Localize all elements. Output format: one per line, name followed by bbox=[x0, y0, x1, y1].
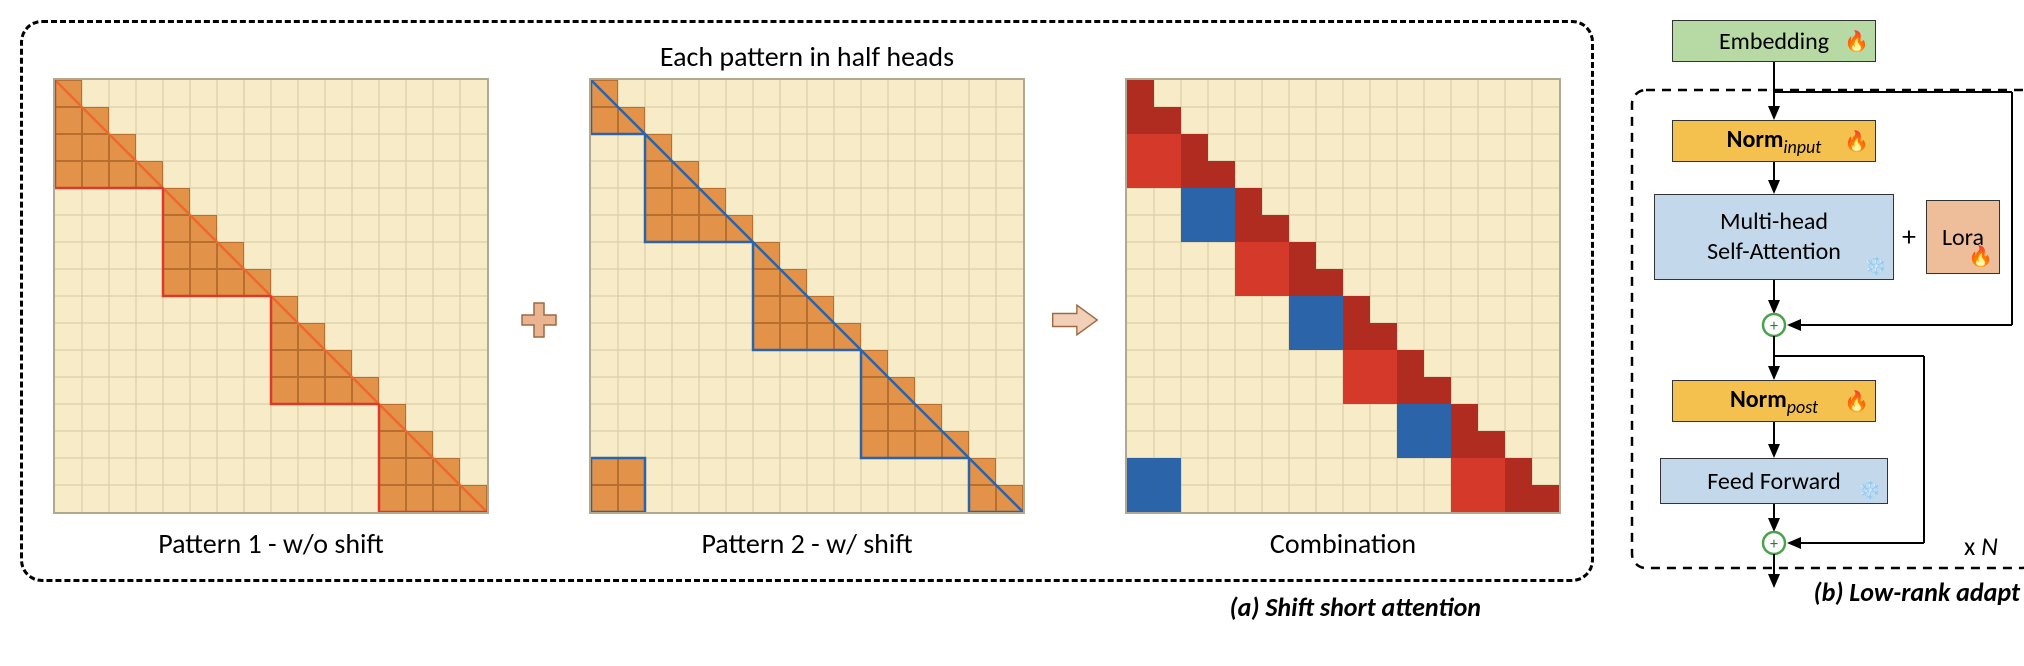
norm-post-block: Normpost 🔥 bbox=[1672, 380, 1876, 422]
fire-icon: 🔥 bbox=[1844, 29, 1869, 54]
embedding-block: Embedding 🔥 bbox=[1672, 20, 1876, 62]
combination-caption: Combination bbox=[1270, 526, 1416, 561]
norm-post-label: Norm bbox=[1730, 385, 1787, 414]
ff-block: Feed Forward ❄️ bbox=[1660, 458, 1888, 504]
embedding-label: Embedding bbox=[1719, 27, 1829, 56]
fire-icon: 🔥 bbox=[1844, 129, 1869, 154]
lora-plus-icon: + bbox=[1902, 219, 1916, 254]
norm-in-label: Norm bbox=[1727, 125, 1784, 154]
caption-b: (b) Low-rank adapt bbox=[1814, 576, 2021, 608]
combination-wrap: Combination bbox=[1125, 78, 1561, 561]
norm-input-block: Norminput 🔥 bbox=[1672, 120, 1876, 162]
arch-svg: + + + bbox=[1624, 20, 2024, 590]
svg-text:+: + bbox=[1770, 535, 1778, 554]
xn-label: x N bbox=[1964, 530, 1998, 562]
attention-block: Multi-head Self-Attention ❄️ bbox=[1654, 194, 1894, 280]
pattern1-caption: Pattern 1 - w/o shift bbox=[158, 526, 383, 561]
lora-block: Lora 🔥 bbox=[1926, 200, 2000, 274]
panel-title: Each pattern in half heads bbox=[53, 39, 1561, 74]
shift-attention-panel: Each pattern in half heads Pattern 1 - w… bbox=[20, 20, 1594, 582]
caption-a: (a) Shift short attention bbox=[1230, 591, 1481, 623]
norm-post-sub: post bbox=[1787, 395, 1818, 417]
pattern2-wrap: Pattern 2 - w/ shift bbox=[589, 78, 1025, 561]
attn-line2: Self-Attention bbox=[1707, 237, 1841, 267]
attn-line1: Multi-head bbox=[1720, 207, 1828, 237]
architecture-panel: + + + bbox=[1624, 20, 2024, 580]
pattern1-grid bbox=[53, 78, 489, 514]
arrow-icon bbox=[1049, 294, 1101, 346]
pattern1-wrap: Pattern 1 - w/o shift bbox=[53, 78, 489, 561]
svg-text:+: + bbox=[1770, 317, 1778, 336]
pattern2-caption: Pattern 2 - w/ shift bbox=[701, 526, 912, 561]
snow-icon: ❄️ bbox=[1865, 255, 1887, 278]
combination-grid bbox=[1125, 78, 1561, 514]
fire-icon: 🔥 bbox=[1968, 244, 1993, 269]
plus-icon bbox=[513, 294, 565, 346]
pattern2-grid bbox=[589, 78, 1025, 514]
norm-in-sub: input bbox=[1783, 135, 1821, 157]
ff-label: Feed Forward bbox=[1707, 467, 1840, 496]
snow-icon: ❄️ bbox=[1859, 479, 1881, 501]
fire-icon: 🔥 bbox=[1844, 389, 1869, 414]
